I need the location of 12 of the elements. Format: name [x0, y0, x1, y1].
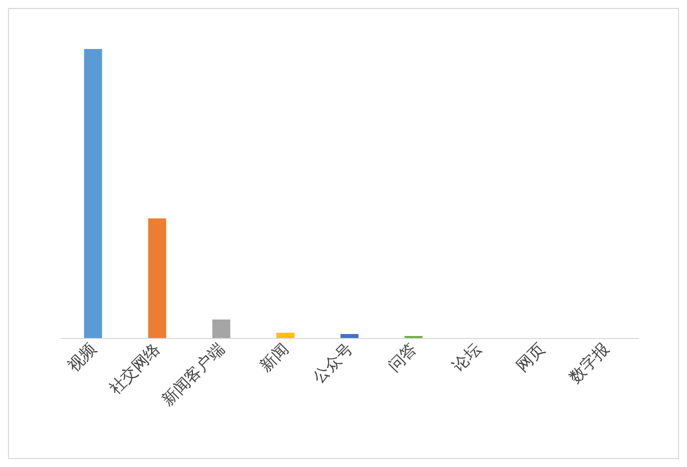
x-tick-label: 公众号 — [308, 339, 356, 387]
bar — [148, 218, 166, 338]
x-tick-label: 视频 — [64, 339, 100, 376]
bar — [84, 49, 102, 338]
bar — [340, 334, 358, 338]
x-tick-label: 数字报 — [565, 339, 613, 387]
x-tick-label: 问答 — [384, 339, 420, 376]
x-tick-label: 新闻 — [256, 339, 292, 376]
x-tick-label: 论坛 — [448, 339, 484, 376]
bar — [276, 332, 294, 338]
x-tick-label: 网页 — [512, 339, 549, 376]
bar — [212, 320, 230, 338]
